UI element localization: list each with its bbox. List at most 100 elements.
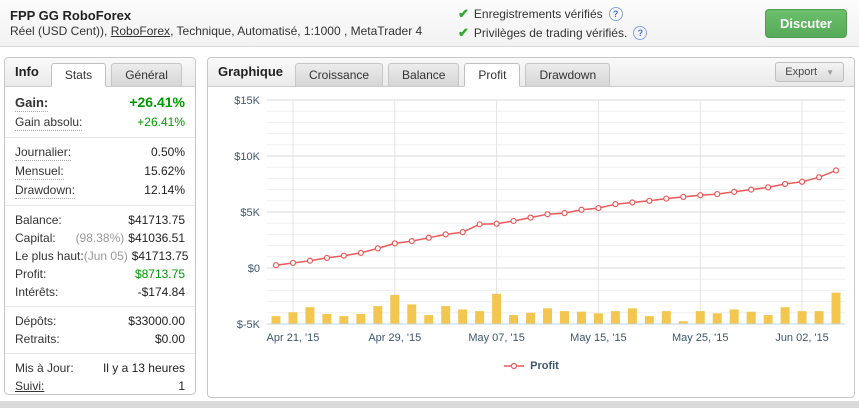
stat-value: 1 bbox=[178, 379, 185, 393]
stat-value: +26.41% bbox=[129, 94, 185, 110]
stat-label: Dépôts: bbox=[15, 314, 57, 328]
tab-general[interactable]: Général bbox=[111, 63, 182, 86]
stat-row-mis-a-jour: Mis à Jour: Il y a 13 heures bbox=[15, 359, 185, 377]
divider bbox=[5, 353, 195, 354]
chart-body: $15K $10K $5K $0 $-5K Apr 21, '15 Apr 29, '15 M… bbox=[208, 87, 854, 372]
dropdown-icon: ▼ bbox=[826, 67, 834, 77]
stat-label: Intérêts: bbox=[15, 285, 59, 299]
stat-value-prefix: (98.38%) bbox=[75, 231, 125, 245]
divider bbox=[5, 205, 195, 206]
svg-text:$0: $0 bbox=[248, 263, 260, 275]
verification-label: Privilèges de trading vérifiés. bbox=[473, 25, 628, 40]
info-panel-header: Info Stats Général bbox=[5, 58, 195, 87]
stat-value: $33000.00 bbox=[128, 314, 185, 328]
svg-text:May 15, '15: May 15, '15 bbox=[570, 332, 627, 344]
stat-label: Journalier: bbox=[15, 145, 72, 161]
stat-row-balance: Balance: $41713.75 bbox=[15, 211, 185, 229]
tab-drawdown[interactable]: Drawdown bbox=[525, 63, 611, 86]
footer-strip bbox=[0, 401, 859, 408]
discuss-button[interactable]: Discuter bbox=[764, 8, 847, 38]
divider bbox=[5, 137, 195, 138]
tab-balance[interactable]: Balance bbox=[388, 63, 460, 86]
profit-chart[interactable]: $15K $10K $5K $0 $-5K Apr 21, '15 Apr 29, '15 M… bbox=[211, 92, 851, 359]
svg-text:Apr 29, '15: Apr 29, '15 bbox=[368, 332, 421, 344]
export-label: Export bbox=[785, 66, 818, 78]
svg-text:$5K: $5K bbox=[240, 207, 260, 219]
stats-list: Gain: +26.41% Gain absolu: +26.41% Journalie… bbox=[5, 87, 195, 401]
verification-row: ✔ Privilèges de trading vérifiés.? bbox=[458, 25, 765, 41]
stat-label[interactable]: Suivi: bbox=[15, 379, 45, 393]
stat-value: (98.38%) $41036.51 bbox=[75, 231, 185, 245]
legend-label: Profit bbox=[530, 360, 559, 372]
account-header: FPP GG RoboForex Réel (USD Cent)), RoboF… bbox=[0, 0, 859, 47]
stat-row-drawdown: Drawdown: 12.14% bbox=[15, 181, 185, 200]
help-icon[interactable]: ? bbox=[608, 6, 623, 21]
stat-value: 15.62% bbox=[144, 164, 185, 178]
svg-text:May 25, '15: May 25, '15 bbox=[672, 332, 729, 344]
stat-label: Gain: bbox=[15, 95, 49, 112]
stat-row-le-plus-haut: Le plus haut: (Jun 05) $41713.75 bbox=[15, 247, 188, 265]
stat-label: Profit: bbox=[15, 267, 47, 281]
verification-row: ✔ Enregistrements vérifiés? bbox=[458, 6, 765, 22]
help-icon[interactable]: ? bbox=[633, 25, 648, 40]
stat-label: Le plus haut: bbox=[15, 249, 84, 263]
broker-link[interactable]: RoboForex bbox=[110, 23, 171, 38]
stat-value: (Jun 05) $41713.75 bbox=[83, 249, 189, 263]
chart-legend: Profit bbox=[211, 360, 851, 372]
tab-stats[interactable]: Stats bbox=[50, 63, 107, 87]
account-info: FPP GG RoboForex Réel (USD Cent)), RoboF… bbox=[10, 8, 458, 39]
chart-panel-header: Graphique Croissance Balance Profit Drawdow… bbox=[208, 58, 854, 87]
tab-profit[interactable]: Profit bbox=[464, 63, 521, 87]
svg-text:Apr 21, '15: Apr 21, '15 bbox=[267, 332, 320, 344]
profit-chart-svg: $15K $10K $5K $0 $-5K Apr 21, '15 Apr 29, '15 M… bbox=[234, 95, 845, 344]
stat-value: Il y a 13 heures bbox=[102, 361, 185, 375]
stat-row-depots: Dépôts: $33000.00 bbox=[15, 312, 185, 330]
stat-value: -$174.84 bbox=[137, 285, 185, 299]
stat-row-suivi: Suivi: 1 bbox=[15, 377, 185, 395]
stat-row-gain: Gain: +26.41% bbox=[15, 93, 185, 113]
stat-row-profit: Profit: $8713.75 bbox=[15, 265, 185, 283]
stat-label: Capital: bbox=[15, 231, 56, 245]
account-title: FPP GG RoboForex bbox=[10, 7, 132, 23]
stat-label: Gain absolu: bbox=[15, 115, 83, 131]
stat-row-interets: Intérêts: -$174.84 bbox=[15, 283, 185, 301]
subtitle-suffix: , Technique, Automatisé, 1:1000 , MetaTr… bbox=[170, 23, 423, 38]
info-panel-title: Info bbox=[15, 64, 39, 79]
stat-value: +26.41% bbox=[137, 115, 185, 129]
svg-text:$15K: $15K bbox=[234, 95, 260, 107]
check-icon: ✔ bbox=[458, 24, 469, 40]
stat-value: $8713.75 bbox=[134, 267, 185, 281]
stat-value: $41713.75 bbox=[128, 213, 185, 227]
stat-label: Retraits: bbox=[15, 332, 60, 346]
chart-panel-title: Graphique bbox=[218, 64, 284, 79]
chart-tabs: Croissance Balance Profit Drawdown bbox=[295, 63, 615, 87]
stat-label: Mis à Jour: bbox=[15, 361, 74, 375]
stat-row-journalier: Journalier: 0.50% bbox=[15, 143, 185, 162]
stat-row-gain-absolu: Gain absolu: +26.41% bbox=[15, 113, 185, 132]
stat-row-mensuel: Mensuel: 15.62% bbox=[15, 162, 185, 181]
tab-croissance[interactable]: Croissance bbox=[295, 63, 384, 86]
verification-badges: ✔ Enregistrements vérifiés? ✔ Privilèges de… bbox=[458, 6, 765, 41]
svg-text:May 07, '15: May 07, '15 bbox=[468, 332, 525, 344]
stat-row-capital: Capital: (98.38%) $41036.51 bbox=[15, 229, 185, 247]
svg-text:Jun 02, '15: Jun 02, '15 bbox=[775, 332, 828, 344]
svg-text:$-5K: $-5K bbox=[237, 319, 261, 331]
divider bbox=[5, 306, 195, 307]
svg-text:$10K: $10K bbox=[234, 151, 260, 163]
stat-row-retraits: Retraits: $0.00 bbox=[15, 330, 185, 348]
legend-marker-icon bbox=[504, 362, 525, 370]
chart-panel: Graphique Croissance Balance Profit Drawdow… bbox=[207, 57, 855, 398]
legend-item-profit[interactable]: Profit bbox=[503, 360, 559, 372]
export-dropdown[interactable]: Export ▼ bbox=[775, 62, 844, 82]
stat-value: $0.00 bbox=[154, 332, 185, 346]
account-subtitle: Réel (USD Cent)), RoboForex, Technique, … bbox=[10, 24, 458, 39]
sidebar-tabs: Stats Général bbox=[50, 63, 187, 87]
stat-value-prefix: (Jun 05) bbox=[83, 249, 128, 263]
subtitle-prefix: Réel (USD Cent)), bbox=[10, 23, 111, 38]
verification-label: Enregistrements vérifiés bbox=[473, 6, 603, 21]
stat-label: Balance: bbox=[15, 213, 62, 227]
stat-label: Drawdown: bbox=[15, 183, 76, 199]
info-panel: Info Stats Général Gain: +26.41% Gain absol… bbox=[4, 57, 196, 395]
stat-value: 12.14% bbox=[144, 183, 185, 197]
stat-value: 0.50% bbox=[150, 145, 185, 159]
